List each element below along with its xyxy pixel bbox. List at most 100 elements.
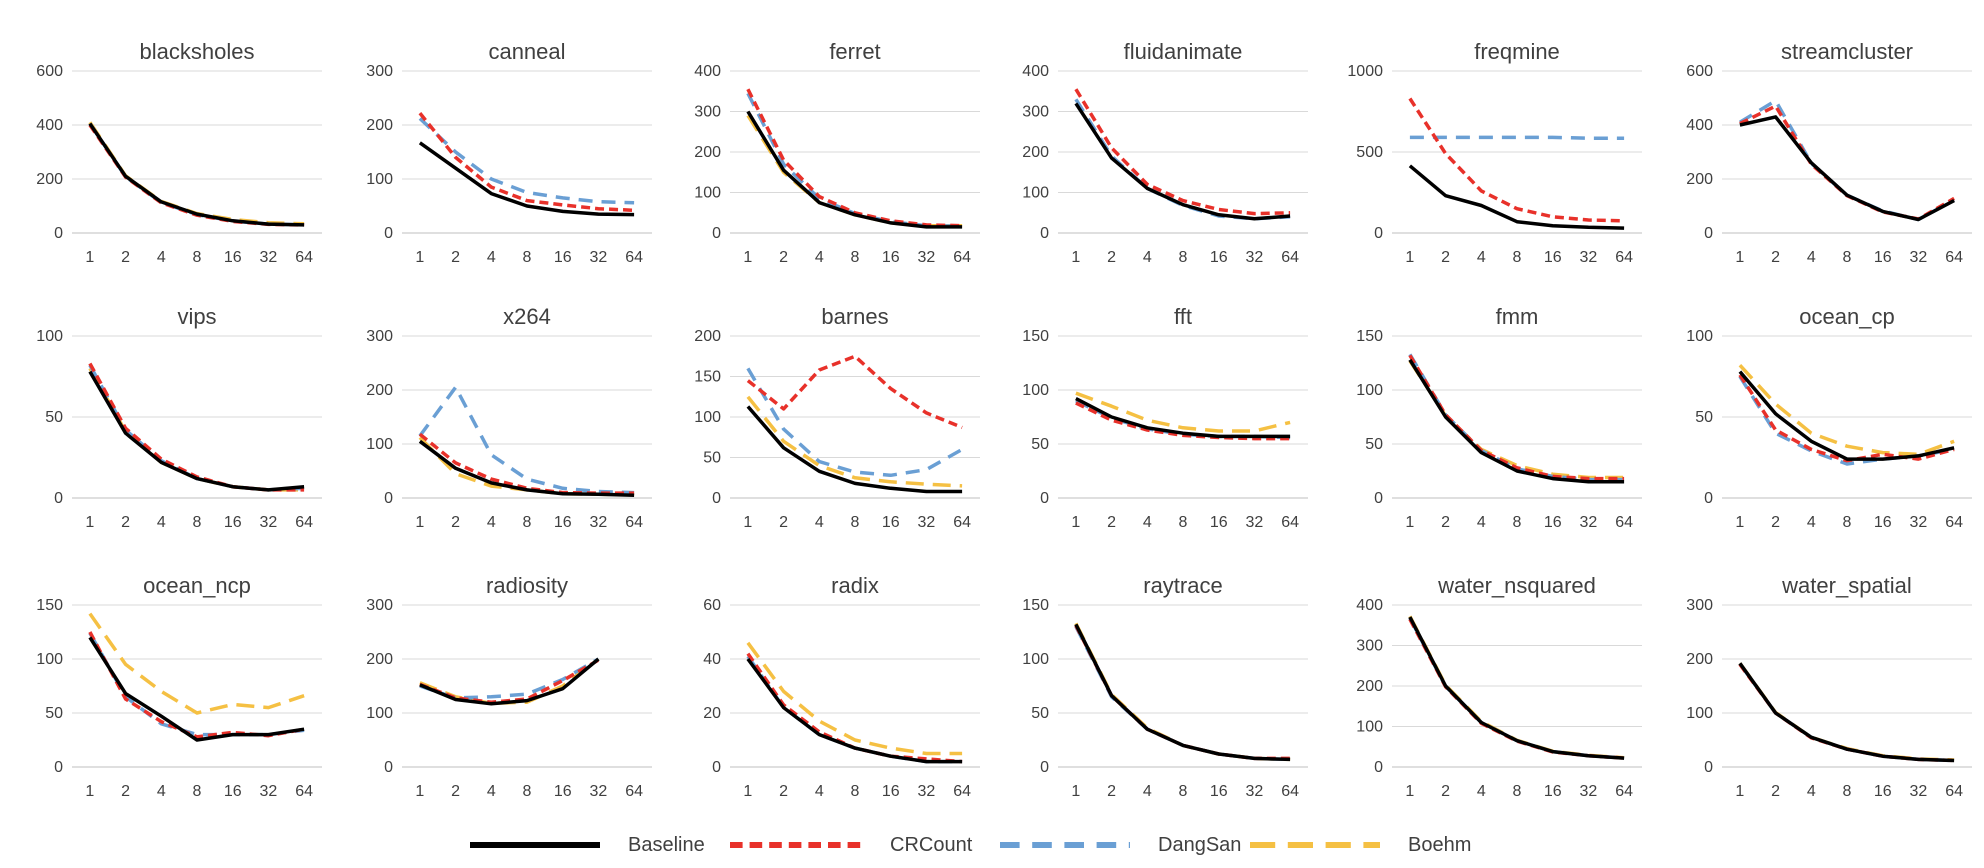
x-tick-label: 32 [1910,783,1928,800]
x-tick-label: 64 [953,249,971,266]
x-tick-label: 8 [1179,514,1188,531]
x-tick-label: 16 [224,249,242,266]
series-line-crcount [1408,97,1625,223]
y-tick-label: 100 [694,409,721,426]
series-line-dangsan [1738,662,1955,763]
panel-title: radix [831,573,879,598]
y-tick-label: 50 [1031,705,1049,722]
x-tick-label: 64 [625,514,643,531]
y-tick-label: 300 [694,104,721,121]
x-tick-label: 2 [779,249,788,266]
panel-title: streamcluster [1781,39,1913,64]
x-tick-label: 4 [157,249,166,266]
x-tick-label: 2 [1107,249,1116,266]
x-tick-label: 32 [1246,514,1264,531]
panel-blacksholes: blacksholes 0 200 400 600 1 2 4 8 16 32 64 [36,39,322,266]
x-tick-label: 16 [554,249,572,266]
series-line-dangsan [1408,353,1625,482]
series-line-boehm [1408,359,1625,480]
panel-x264: x264 0 100 200 300 1 2 4 8 16 32 64 [366,304,652,531]
x-tick-label: 64 [1945,514,1963,531]
x-tick-label: 8 [523,514,532,531]
panel-canneal: canneal 0 100 200 300 1 2 4 8 16 32 64 [366,39,652,266]
series-line-baseline [88,636,305,742]
y-tick-label: 300 [1356,638,1383,655]
x-tick-label: 8 [851,514,860,531]
x-tick-label: 4 [815,783,824,800]
series-line-baseline [419,657,600,706]
panel-barnes: barnes 0 50 100 150 200 1 2 4 8 16 32 64 [694,304,980,531]
series-line-baseline [746,405,963,494]
series-line-baseline [1739,115,1955,222]
series-line-baseline [1408,616,1625,760]
series-line-baseline [1408,358,1625,484]
x-tick-label: 4 [815,514,824,531]
panel-fluidanimate: fluidanimate 0 100 200 300 400 1 2 4 8 16 32 64 [1022,39,1308,266]
x-tick-label: 1 [415,249,424,266]
panel-ferret: ferret 0 100 200 300 400 1 2 4 8 16 32 64 [694,39,980,266]
x-tick-label: 32 [260,514,278,531]
y-tick-label: 100 [1686,328,1713,345]
panel-title: x264 [503,304,551,329]
x-tick-label: 16 [1210,249,1228,266]
x-tick-label: 8 [1843,514,1852,531]
x-tick-label: 16 [1544,783,1562,800]
series-line-dangsan [746,655,963,764]
series-line-crcount [746,652,963,764]
x-tick-label: 8 [851,249,860,266]
x-tick-label: 64 [953,783,971,800]
series-line-baseline [418,141,635,217]
y-tick-label: 100 [1022,382,1049,399]
y-tick-label: 150 [1022,328,1049,345]
series-line-crcount [746,88,963,228]
x-tick-label: 1 [415,514,424,531]
x-tick-label: 2 [1107,783,1116,800]
x-tick-label: 8 [193,249,202,266]
y-tick-label: 0 [712,225,721,242]
x-tick-label: 4 [487,249,496,266]
y-tick-label: 100 [1356,719,1383,736]
x-tick-label: 16 [1544,249,1562,266]
y-tick-label: 0 [1040,490,1049,507]
x-tick-label: 1 [85,783,94,800]
x-tick-label: 1 [1735,783,1744,800]
x-tick-label: 64 [1281,249,1299,266]
x-tick-label: 16 [224,514,242,531]
x-tick-label: 2 [779,514,788,531]
series-line-dangsan [1074,625,1291,762]
x-tick-label: 2 [1771,783,1780,800]
y-tick-label: 50 [1695,409,1713,426]
panel-title: ocean_ncp [143,573,251,598]
y-tick-label: 300 [366,328,393,345]
x-tick-label: 1 [1071,249,1080,266]
x-tick-label: 1 [1735,249,1744,266]
x-tick-label: 4 [815,249,824,266]
y-tick-label: 150 [694,369,721,386]
y-tick-label: 0 [1374,225,1383,242]
panel-radiosity: radiosity 0 100 200 300 1 2 4 8 16 32 64 [366,573,652,800]
y-tick-label: 0 [384,490,393,507]
y-tick-label: 300 [1686,597,1713,614]
y-tick-label: 100 [366,436,393,453]
x-tick-label: 2 [1107,514,1116,531]
panel-title: fft [1174,304,1192,329]
y-tick-label: 0 [1704,759,1713,776]
y-tick-label: 0 [1040,759,1049,776]
x-tick-label: 4 [1477,249,1486,266]
x-tick-label: 16 [1874,783,1892,800]
series-line-dangsan [418,385,635,495]
series-line-boehm [1408,615,1625,760]
series-line-crcount [1739,104,1955,221]
series-line-crcount [418,432,635,495]
x-tick-label: 1 [1071,514,1080,531]
x-tick-label: 64 [1281,783,1299,800]
series-line-crcount [1074,88,1291,216]
y-tick-label: 500 [1356,144,1383,161]
y-tick-label: 0 [1374,759,1383,776]
y-tick-label: 100 [1686,705,1713,722]
panel-title: radiosity [486,573,568,598]
x-tick-label: 2 [1771,249,1780,266]
series-line-crcount [1408,354,1625,481]
y-tick-label: 150 [1356,328,1383,345]
